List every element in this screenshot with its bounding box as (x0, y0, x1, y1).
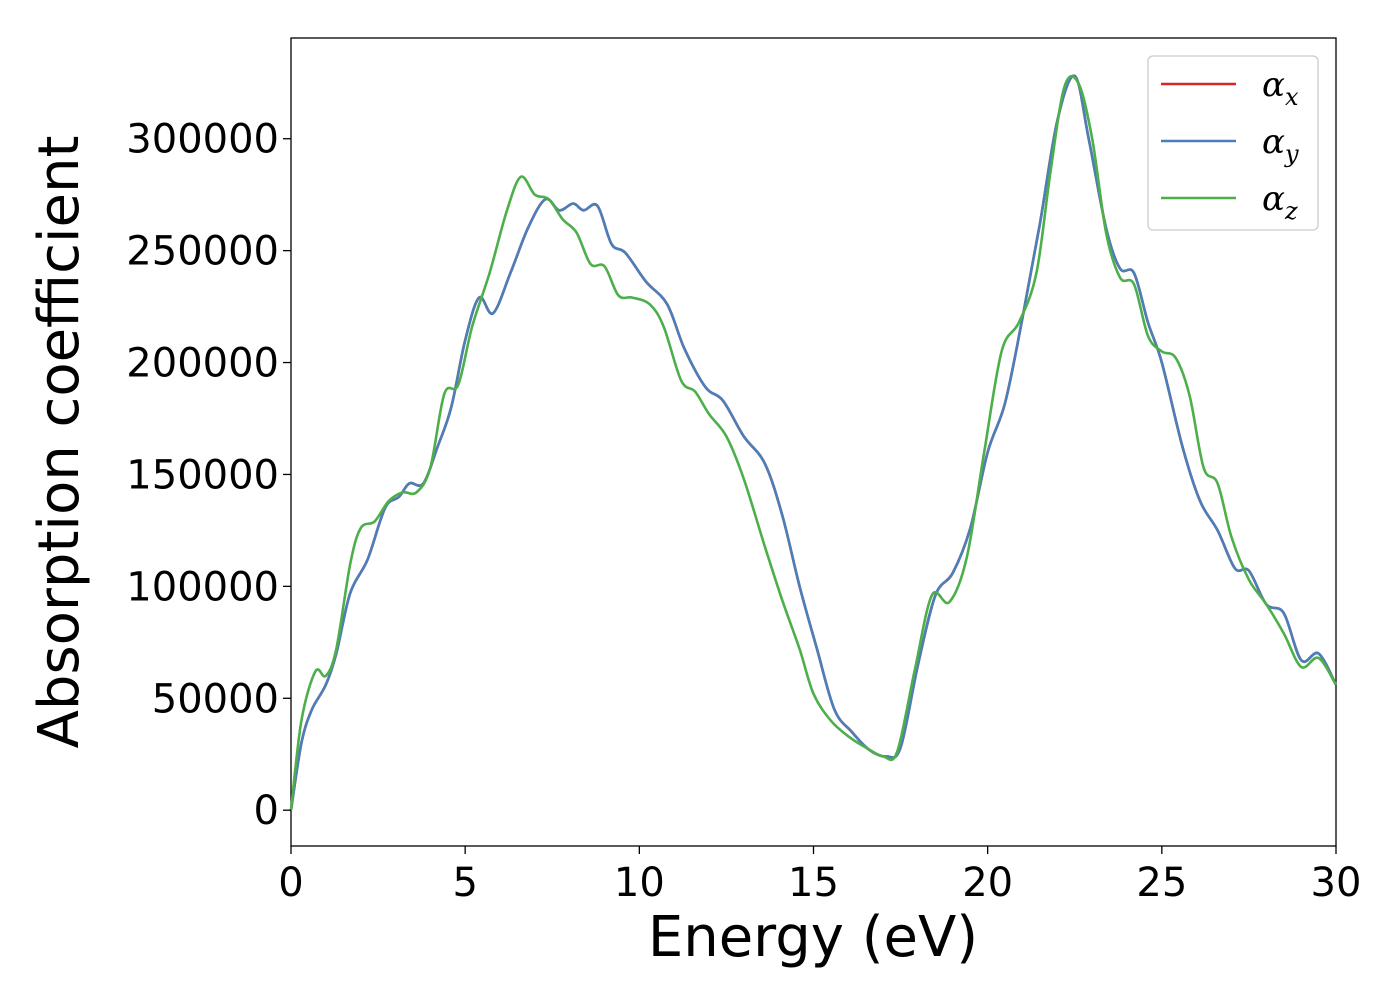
x-tick-label: 25 (1136, 860, 1187, 906)
y-ticks: 0 50000 100000 150000 200000 250000 300000 (126, 117, 291, 834)
y-tick-label: 50000 (152, 676, 279, 722)
y-tick-label: 250000 (126, 229, 279, 275)
x-axis-label: Energy (eV) (648, 905, 978, 970)
y-tick-label: 200000 (126, 341, 279, 387)
legend-label-y: αy (1262, 122, 1299, 168)
legend-label-z: αz (1262, 179, 1298, 225)
x-ticks: 0 5 10 15 20 25 30 (278, 846, 1361, 906)
series-line-z (289, 74, 1338, 811)
x-tick-label: 5 (452, 860, 477, 906)
x-tick-label: 10 (614, 860, 665, 906)
legend-label-x: αx (1262, 65, 1299, 111)
legend-box (1147, 55, 1319, 231)
y-axis-label: Absorption coefficient (27, 136, 92, 749)
y-tick-label: 0 (254, 788, 279, 834)
x-tick-label: 20 (962, 860, 1013, 906)
y-tick-label: 100000 (126, 564, 279, 610)
series-line-y (289, 74, 1338, 811)
series-layer (289, 74, 1338, 811)
x-tick-label: 15 (788, 860, 839, 906)
x-tick-label: 0 (278, 860, 303, 906)
x-tick-label: 30 (1311, 860, 1362, 906)
y-tick-label: 300000 (126, 117, 279, 163)
legend: αx αy αz (1147, 55, 1319, 231)
y-tick-label: 150000 (126, 452, 279, 498)
